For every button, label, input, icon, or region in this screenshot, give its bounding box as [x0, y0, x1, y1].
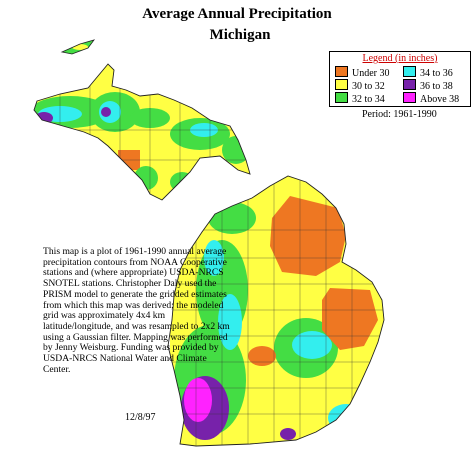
legend-label: 36 to 38 [420, 81, 453, 92]
legend-swatch [403, 66, 416, 77]
legend-item-36-to-38: 36 to 38 [403, 79, 453, 92]
map-date: 12/8/97 [125, 412, 156, 423]
legend-title: Legend (in inches) [362, 53, 438, 64]
legend-item-above-38: Above 38 [403, 92, 460, 105]
upper-peninsula [34, 64, 250, 200]
legend-label: 34 to 36 [420, 68, 453, 79]
legend-label: 30 to 32 [352, 81, 385, 92]
legend-item-30-to-32: 30 to 32 [335, 79, 385, 92]
legend-swatch [335, 79, 348, 90]
legend-label: 32 to 34 [352, 94, 385, 105]
isle-royale [62, 40, 94, 54]
legend-item-under-30: Under 30 [335, 66, 390, 79]
map-subtitle: Michigan [209, 27, 271, 43]
legend-swatch [403, 92, 416, 103]
legend-label: Above 38 [420, 94, 460, 105]
period-label: Period: 1961-1990 [362, 109, 437, 120]
legend-item-32-to-34: 32 to 34 [335, 92, 385, 105]
legend-label: Under 30 [352, 68, 390, 79]
legend-swatch [335, 92, 348, 103]
map-description: This map is a plot of 1961-1990 annual a… [43, 246, 230, 375]
legend-swatch [335, 66, 348, 77]
legend: Legend (in inches) Under 30 30 to 32 32 … [329, 51, 471, 107]
legend-item-34-to-36: 34 to 36 [403, 66, 453, 79]
map-title: Average Annual Precipitation [142, 6, 332, 22]
legend-swatch [403, 79, 416, 90]
